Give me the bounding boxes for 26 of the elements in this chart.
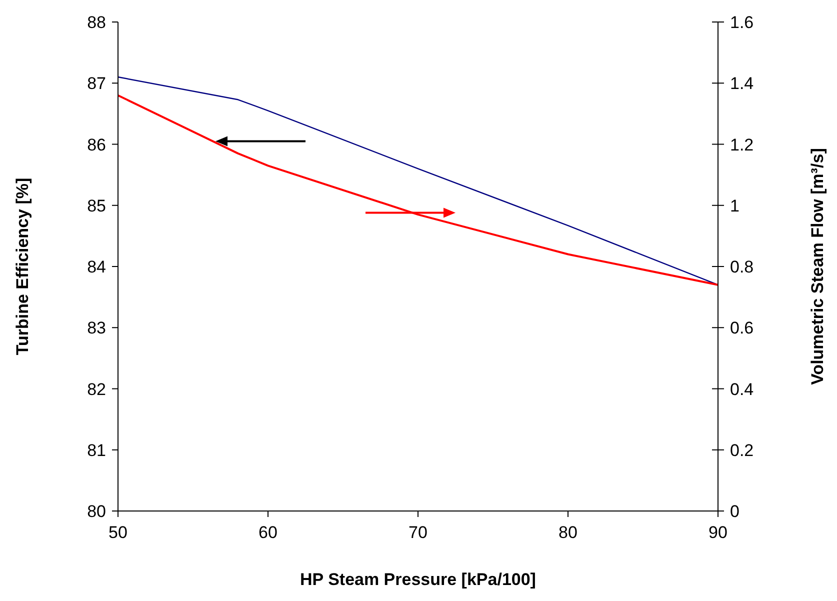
y2-tick-label: 1.4 bbox=[730, 74, 754, 94]
x-tick-label: 50 bbox=[108, 523, 128, 542]
y2-tick-label: 0.6 bbox=[730, 318, 754, 338]
y2-tick-label: 0.8 bbox=[730, 258, 754, 276]
y2-tick-label: 1.2 bbox=[730, 135, 754, 154]
y-tick-label: 83 bbox=[87, 318, 106, 338]
y2-tick-label: 0 bbox=[730, 502, 740, 521]
y-tick-label: 87 bbox=[87, 74, 106, 94]
y2-tick-label: 0.2 bbox=[730, 440, 754, 460]
y-tick-label: 84 bbox=[87, 258, 106, 276]
y2-tick-label: 0.4 bbox=[730, 380, 754, 399]
x-tick-label: 70 bbox=[408, 523, 428, 542]
y-tick-label: 80 bbox=[87, 502, 106, 521]
x-tick-label: 80 bbox=[558, 523, 578, 542]
y-tick-label: 88 bbox=[87, 13, 106, 32]
x-tick-label: 60 bbox=[258, 523, 278, 542]
y-tick-label: 86 bbox=[87, 135, 106, 154]
x-axis-title: HP Steam Pressure [kPa/100] bbox=[300, 570, 536, 589]
y-tick-label: 85 bbox=[87, 196, 106, 216]
y-tick-label: 82 bbox=[87, 380, 106, 399]
y2-axis-title: Volumetric Steam Flow [m³/s] bbox=[808, 148, 827, 385]
y-axis-title: Turbine Efficiency [%] bbox=[13, 178, 32, 356]
y2-tick-label: 1 bbox=[730, 196, 740, 216]
y-tick-label: 81 bbox=[87, 440, 106, 460]
y2-tick-label: 1.6 bbox=[730, 13, 754, 32]
x-tick-label: 90 bbox=[708, 523, 728, 542]
